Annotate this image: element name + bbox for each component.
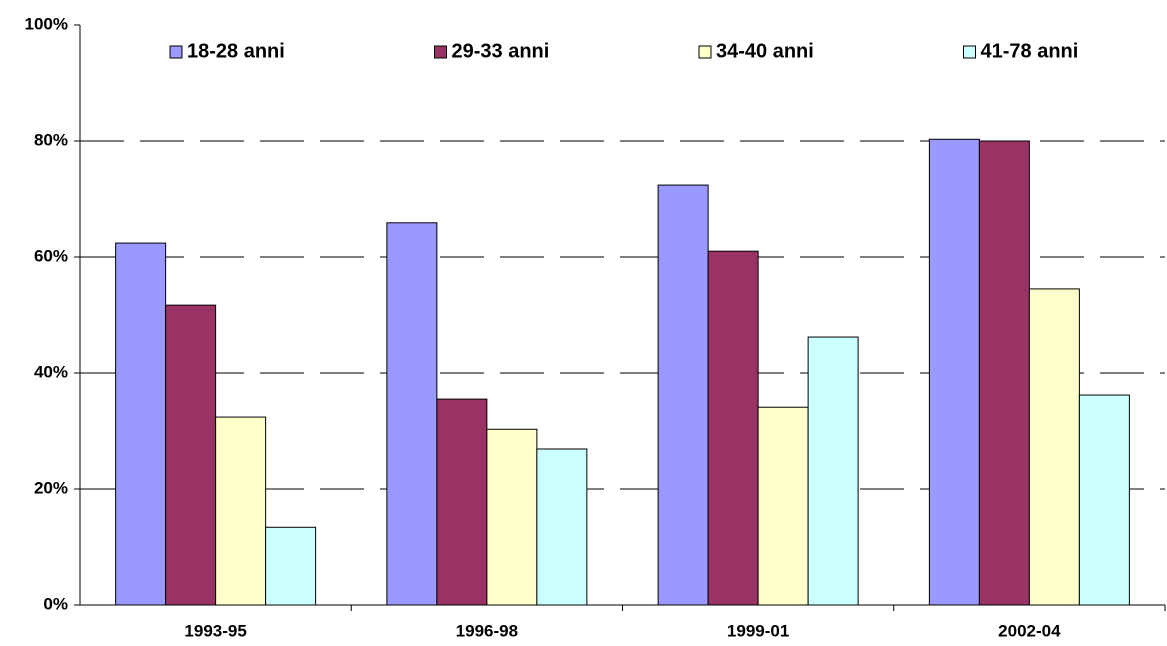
legend-label: 41-78 anni [981, 40, 1079, 62]
legend-label: 34-40 anni [716, 40, 814, 62]
bar [115, 242, 167, 606]
x-tick-label: 1993-95 [184, 621, 246, 640]
bar [707, 250, 759, 606]
bar [486, 428, 538, 606]
x-tick-label: 1996-98 [456, 621, 518, 640]
legend-swatch [963, 45, 976, 59]
bar [928, 138, 980, 606]
bar [978, 140, 1030, 606]
legend-label: 18-28 anni [187, 40, 285, 62]
y-tick-label: 100% [25, 14, 68, 33]
legend-swatch [434, 45, 447, 59]
bar [165, 304, 217, 606]
legend-swatch [169, 45, 183, 59]
bar [757, 406, 809, 606]
y-tick-label: 40% [34, 362, 68, 381]
bar [215, 416, 267, 606]
y-tick-label: 80% [34, 130, 68, 149]
bar [657, 184, 709, 606]
legend-label: 29-33 anni [452, 40, 550, 62]
y-tick-label: 60% [34, 246, 68, 265]
bar [1028, 288, 1080, 606]
bar [386, 222, 438, 606]
bar [1078, 394, 1130, 606]
bar [536, 448, 588, 606]
y-tick-label: 20% [34, 478, 68, 497]
y-tick-label: 0% [43, 594, 68, 613]
x-tick-label: 2002-04 [998, 621, 1061, 640]
x-tick-label: 1999-01 [727, 621, 789, 640]
bar [265, 526, 317, 606]
bar [807, 336, 859, 606]
legend-swatch [698, 45, 712, 59]
bar [436, 398, 488, 606]
